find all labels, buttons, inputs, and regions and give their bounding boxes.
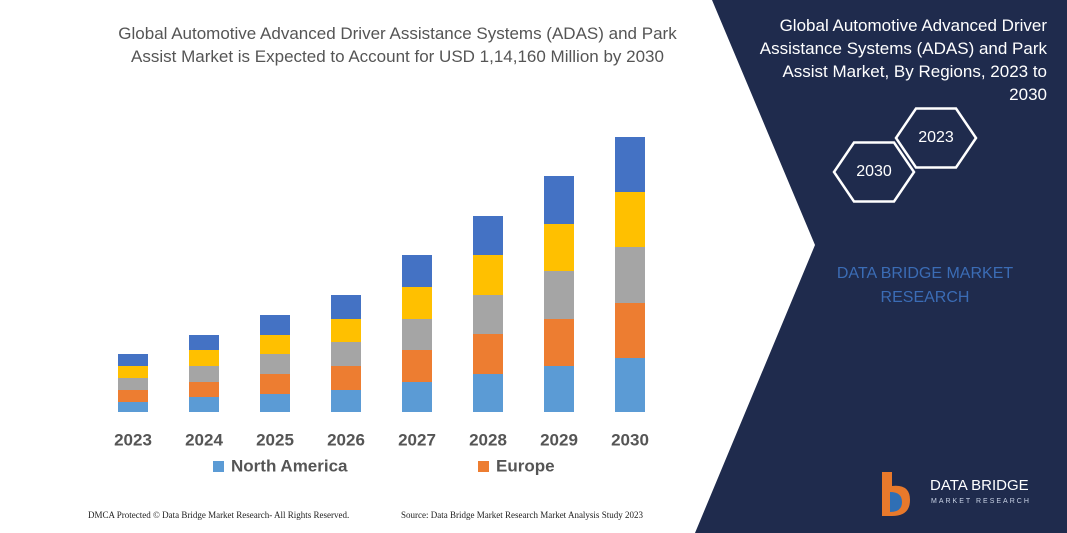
bar-segment — [118, 390, 148, 402]
bar-segment — [118, 354, 148, 366]
bar-segment — [189, 397, 219, 412]
x-tick-label: 2025 — [256, 430, 294, 449]
bar-segment — [331, 295, 361, 319]
bar-segment — [260, 354, 290, 374]
x-tick-label: 2028 — [469, 430, 507, 449]
bar-segment — [189, 382, 219, 397]
bar-segment — [544, 319, 574, 366]
x-tick-label: 2027 — [398, 430, 436, 449]
bar-segment — [260, 315, 290, 335]
x-tick-label: 2024 — [185, 430, 223, 449]
legend-swatch — [478, 461, 489, 472]
bar-segment — [331, 319, 361, 342]
hexagon — [832, 141, 916, 203]
bar-segment — [118, 402, 148, 412]
hexagon-label: 2030 — [856, 163, 892, 180]
bar-segment — [473, 295, 503, 334]
bar-segment — [615, 303, 645, 358]
legend-label: North America — [231, 456, 348, 475]
bar-segment — [473, 216, 503, 255]
bar-segment — [544, 271, 574, 319]
bar-segment — [260, 394, 290, 412]
bar-segment — [615, 247, 645, 303]
bar-segment — [260, 374, 290, 394]
footer-dmca: DMCA Protected © Data Bridge Market Rese… — [88, 510, 349, 520]
logo-icon — [882, 472, 910, 516]
bar-segment — [331, 366, 361, 390]
legend-label: Europe — [496, 456, 555, 475]
x-tick-label: 2029 — [540, 430, 578, 449]
bar-segment — [615, 358, 645, 412]
logo-name: DATA BRIDGE — [930, 477, 1029, 494]
bar-segment — [544, 224, 574, 271]
bar-segment — [544, 366, 574, 412]
bar-segment — [402, 255, 432, 287]
bar-segment — [473, 374, 503, 412]
x-tick-label: 2030 — [611, 430, 649, 449]
bar-segment — [189, 335, 219, 350]
bar-segment — [402, 319, 432, 350]
bar-segment — [189, 350, 219, 366]
side-title: Global Automotive Advanced Driver Assist… — [759, 16, 1047, 104]
bar-segment — [189, 366, 219, 382]
footer-source: Source: Data Bridge Market Research Mark… — [401, 510, 643, 520]
bar-segment — [118, 378, 148, 390]
legend-swatch — [213, 461, 224, 472]
x-tick-label: 2023 — [114, 430, 152, 449]
hexagon — [894, 107, 978, 169]
bar-segment — [473, 334, 503, 374]
x-tick-label: 2026 — [327, 430, 365, 449]
bar-segment — [615, 192, 645, 247]
bar-segment — [473, 255, 503, 295]
bar-segment — [402, 382, 432, 412]
bar-segment — [402, 350, 432, 382]
bar-segment — [260, 335, 290, 354]
bar-segment — [615, 137, 645, 192]
hexagon-label: 2023 — [918, 129, 954, 146]
chart-title: Global Automotive Advanced Driver Assist… — [118, 24, 677, 66]
logo-tagline: MARKET RESEARCH — [931, 498, 1031, 505]
bar-segment — [331, 342, 361, 366]
bar-segment — [331, 390, 361, 412]
bar-segment — [402, 287, 432, 319]
bar-segment — [118, 366, 148, 378]
bar-segment — [544, 176, 574, 224]
side-brand: DATA BRIDGE MARKET RESEARCH — [836, 265, 1014, 306]
